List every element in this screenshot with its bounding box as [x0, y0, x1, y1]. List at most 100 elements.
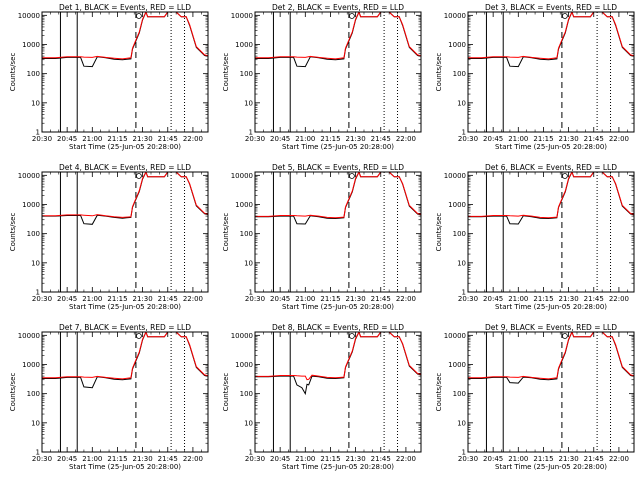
- panel-7-x-tick-label: 20:30: [32, 455, 52, 463]
- panel-2-y-tick-label: 10: [244, 99, 253, 107]
- panel-5-x-tick-label: 21:30: [346, 295, 366, 303]
- panel-8-x-tick-label: 21:45: [371, 455, 391, 463]
- panel-4-y-tick-label: 1: [36, 289, 40, 297]
- panel-6-y-tick-label: 10000: [444, 172, 466, 180]
- panel-1-title: Det 1, BLACK = Events, RED = LLD: [59, 3, 191, 12]
- panel-4-peak-marker: [135, 173, 142, 179]
- panel-1-y-tick-label: 10000: [18, 12, 40, 20]
- panel-1-x-tick-label: 22:00: [183, 135, 203, 143]
- panel-4-x-tick-label: 22:00: [183, 295, 203, 303]
- panel-4-x-axis-label: Start Time (25-Jun-05 20:28:00): [69, 303, 181, 311]
- panel-7-x-tick-label: 20:45: [57, 455, 77, 463]
- panel-8-title: Det 8, BLACK = Events, RED = LLD: [272, 323, 404, 332]
- panel-3-x-axis-label: Start Time (25-Jun-05 20:28:00): [495, 143, 607, 151]
- panel-5-x-tick-label: 22:00: [396, 295, 416, 303]
- panel-1-y-axis-label: Counts/sec: [9, 53, 17, 92]
- panel-1-x-tick-label: 20:30: [32, 135, 52, 143]
- panel-3-x-tick-label: 21:00: [508, 135, 528, 143]
- panel-3-y-tick-label: 10: [457, 99, 466, 107]
- panel-5-plot-frame: [254, 171, 422, 293]
- panel-3-y-tick-label: 1: [462, 129, 466, 137]
- panel-3-plot-frame: [467, 11, 635, 133]
- panel-8-y-tick-label: 10: [244, 419, 253, 427]
- panel-8-x-tick-label: 22:00: [396, 455, 416, 463]
- panel-4-plot-frame: [41, 171, 209, 293]
- panel-5-x-tick-label: 21:45: [371, 295, 391, 303]
- panel-9-x-tick-label: 20:45: [483, 455, 503, 463]
- panel-2-plot-frame: [254, 11, 422, 133]
- panel-9-peak-marker: [561, 333, 568, 339]
- panel-8-lld-series-line: [255, 332, 421, 381]
- panel-7-x-tick-label: 21:15: [107, 455, 127, 463]
- panel-2-x-tick-label: 21:15: [320, 135, 340, 143]
- panel-9-title: Det 9, BLACK = Events, RED = LLD: [485, 323, 617, 332]
- panel-5-peak-marker: [348, 173, 355, 179]
- panel-5-y-tick-label: 1000: [235, 201, 253, 209]
- panel-4-y-tick-label: 1000: [22, 201, 40, 209]
- detector-panel-2: 1 10 100 1000 10000 20:30 20:45 21:00 21:15 21:30…: [222, 3, 422, 151]
- panel-1-x-tick-label: 21:30: [133, 135, 153, 143]
- panel-1-y-tick-label: 10: [31, 99, 40, 107]
- panel-5-y-tick-label: 1: [249, 289, 253, 297]
- panel-9-lld-series-line: [468, 332, 634, 380]
- panel-2-y-tick-label: 100: [240, 70, 253, 78]
- panel-1-y-tick-label: 1: [36, 129, 40, 137]
- panel-8-events-series-line: [255, 332, 421, 396]
- panel-6-events-series-line: [468, 172, 634, 225]
- panel-1-x-tick-label: 21:15: [107, 135, 127, 143]
- panel-7-x-tick-label: 22:00: [183, 455, 203, 463]
- panel-5-title: Det 5, BLACK = Events, RED = LLD: [272, 163, 404, 172]
- panel-7-y-tick-label: 100: [27, 390, 40, 398]
- panel-4-y-tick-label: 10000: [18, 172, 40, 180]
- detector-panel-7: 1 10 100 1000 10000 20:30 20:45 21:00 21:15 21:30…: [9, 323, 209, 471]
- panel-3-lld-series-line: [468, 12, 634, 60]
- panel-6-y-tick-label: 100: [453, 230, 466, 238]
- panel-1-y-tick-label: 100: [27, 70, 40, 78]
- panel-8-y-tick-label: 10000: [231, 332, 253, 340]
- panel-3-x-tick-label: 21:30: [559, 135, 579, 143]
- panel-8-y-axis-label: Counts/sec: [222, 373, 230, 412]
- detector-panel-1: 1 10 100 1000 10000 20:30 20:45 21:00 21:15 21:30…: [9, 3, 209, 151]
- panel-3-x-tick-label: 20:30: [458, 135, 478, 143]
- panel-8-x-tick-label: 20:30: [245, 455, 265, 463]
- panel-5-x-tick-label: 21:15: [320, 295, 340, 303]
- panel-2-y-tick-label: 1: [249, 129, 253, 137]
- panel-8-x-tick-label: 20:45: [270, 455, 290, 463]
- panel-3-x-tick-label: 21:45: [584, 135, 604, 143]
- panel-6-lld-series-line: [468, 172, 634, 219]
- panel-5-y-tick-label: 100: [240, 230, 253, 238]
- panel-5-x-axis-label: Start Time (25-Jun-05 20:28:00): [282, 303, 394, 311]
- detector-panel-6: 1 10 100 1000 10000 20:30 20:45 21:00 21:15 21:30…: [435, 163, 635, 311]
- panel-9-x-tick-label: 22:00: [609, 455, 629, 463]
- panel-7-title: Det 7, BLACK = Events, RED = LLD: [59, 323, 191, 332]
- detector-panel-3: 1 10 100 1000 10000 20:30 20:45 21:00 21:15 21:30…: [435, 3, 635, 151]
- panel-9-x-tick-label: 21:45: [584, 455, 604, 463]
- panel-6-y-axis-label: Counts/sec: [435, 213, 443, 252]
- panel-4-title: Det 4, BLACK = Events, RED = LLD: [59, 163, 191, 172]
- detector-panel-4: 1 10 100 1000 10000 20:30 20:45 21:00 21:15 21:30…: [9, 163, 209, 311]
- panel-1-x-axis-label: Start Time (25-Jun-05 20:28:00): [69, 143, 181, 151]
- panel-6-x-tick-label: 21:00: [508, 295, 528, 303]
- panel-1-plot-frame: [41, 11, 209, 133]
- panel-7-lld-series-line: [42, 332, 208, 380]
- panel-7-y-tick-label: 1: [36, 449, 40, 457]
- panel-9-x-tick-label: 21:30: [559, 455, 579, 463]
- panel-6-x-tick-label: 21:45: [584, 295, 604, 303]
- panel-8-y-tick-label: 1: [249, 449, 253, 457]
- panel-6-y-tick-label: 1: [462, 289, 466, 297]
- panel-1-x-tick-label: 21:00: [82, 135, 102, 143]
- panel-9-events-series-line: [468, 332, 634, 384]
- panel-1-x-tick-label: 20:45: [57, 135, 77, 143]
- panel-5-x-tick-label: 20:45: [270, 295, 290, 303]
- panel-6-x-axis-label: Start Time (25-Jun-05 20:28:00): [495, 303, 607, 311]
- panel-9-y-tick-label: 100: [453, 390, 466, 398]
- panel-2-x-axis-label: Start Time (25-Jun-05 20:28:00): [282, 143, 394, 151]
- panel-8-x-tick-label: 21:15: [320, 455, 340, 463]
- panel-5-events-series-line: [255, 172, 421, 225]
- panel-5-y-tick-label: 10000: [231, 172, 253, 180]
- panel-7-y-tick-label: 1000: [22, 361, 40, 369]
- detector-panel-9: 1 10 100 1000 10000 20:30 20:45 21:00 21:15 21:30…: [435, 323, 635, 471]
- detector-panel-8: 1 10 100 1000 10000 20:30 20:45 21:00 21:15 21:30…: [222, 323, 422, 471]
- panel-3-x-tick-label: 21:15: [533, 135, 553, 143]
